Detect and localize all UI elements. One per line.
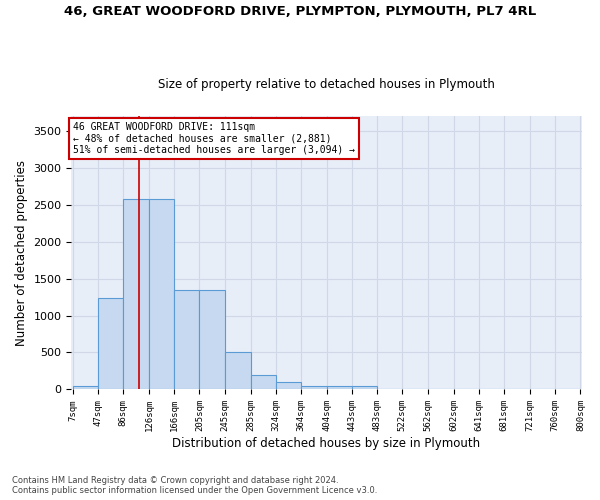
Text: 46, GREAT WOODFORD DRIVE, PLYMPTON, PLYMOUTH, PL7 4RL: 46, GREAT WOODFORD DRIVE, PLYMPTON, PLYM… — [64, 5, 536, 18]
Bar — [327, 386, 352, 390]
Text: Contains HM Land Registry data © Crown copyright and database right 2024.
Contai: Contains HM Land Registry data © Crown c… — [12, 476, 377, 495]
Text: 46 GREAT WOODFORD DRIVE: 111sqm
← 48% of detached houses are smaller (2,881)
51%: 46 GREAT WOODFORD DRIVE: 111sqm ← 48% of… — [73, 122, 355, 155]
Title: Size of property relative to detached houses in Plymouth: Size of property relative to detached ho… — [158, 78, 495, 91]
Bar — [199, 290, 225, 390]
Bar — [251, 376, 275, 390]
Bar — [225, 352, 251, 390]
X-axis label: Distribution of detached houses by size in Plymouth: Distribution of detached houses by size … — [172, 437, 481, 450]
Bar — [352, 386, 377, 390]
Bar — [98, 298, 123, 390]
Bar — [275, 382, 301, 390]
Bar — [149, 198, 175, 390]
Bar — [175, 290, 199, 390]
Bar — [73, 386, 98, 390]
Y-axis label: Number of detached properties: Number of detached properties — [15, 160, 28, 346]
Bar — [123, 198, 149, 390]
Bar — [301, 386, 327, 390]
